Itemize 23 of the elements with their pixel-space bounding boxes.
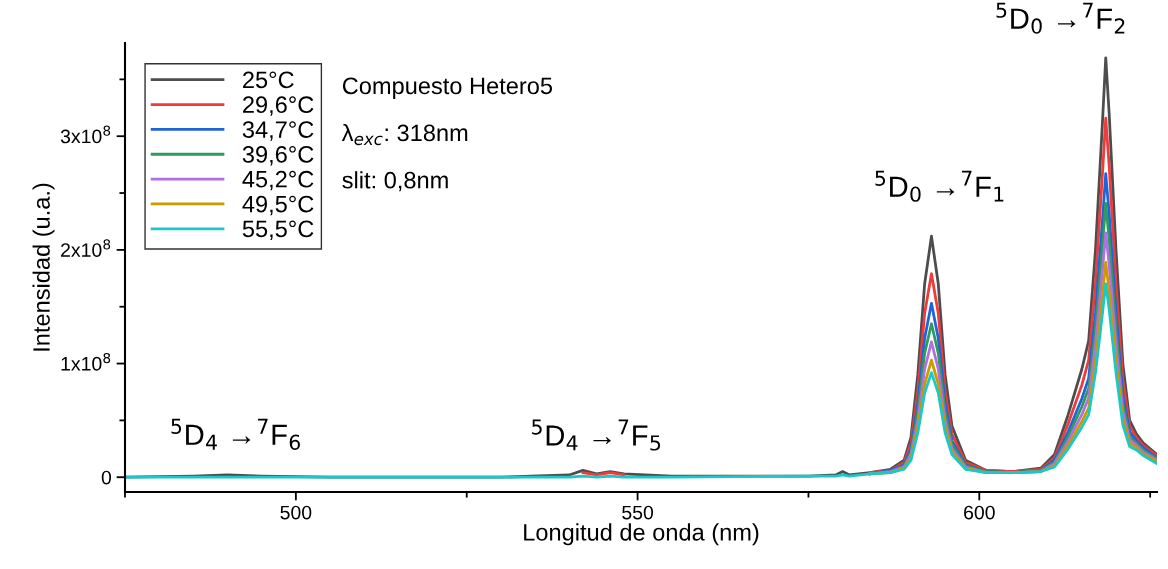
legend-label: 34,7°C (242, 121, 314, 141)
x-tick-label: 550 (622, 505, 654, 520)
annotation: $^{5}$D$_{0}$ →$^{7}$F$_{2}$ (996, 2, 1125, 34)
annotation: slit: 0,8nm (342, 171, 448, 192)
annotation: $^{5}$D$_{0}$ →$^{7}$F$_{1}$ (875, 170, 1004, 202)
y-tick-label: 0 (101, 470, 112, 485)
x-tick-label: 500 (280, 505, 312, 520)
legend-label: 25°C (243, 71, 294, 89)
legend-label: 55,5°C (242, 220, 314, 241)
y-tick-label: 1x10$^{8}$ (61, 352, 111, 371)
y-tick-label: 3x10$^{8}$ (60, 125, 111, 144)
annotation: $^{5}$D$_{4}$ →$^{7}$F$_{5}$ (532, 419, 661, 451)
annotation: Compuesto Hetero5 (342, 77, 553, 99)
annotation: $^{5}$D$_{4}$ →$^{7}$F$_{6}$ (171, 418, 300, 450)
x-tick-label: 600 (964, 505, 995, 520)
y-axis-title: Intensidad (u.a.) (32, 183, 55, 351)
annotation: λ$_{exc}$: 318nm (341, 123, 468, 146)
x-axis-title: Longitud de onda (nm) (524, 523, 759, 546)
y-tick-label: 2x10$^{8}$ (61, 239, 111, 257)
legend-label: 29,6°C (243, 96, 314, 116)
legend-label: 45,2°C (242, 170, 314, 191)
legend-label: 39,6°C (242, 146, 314, 166)
legend-label: 49,5°C (242, 195, 314, 216)
